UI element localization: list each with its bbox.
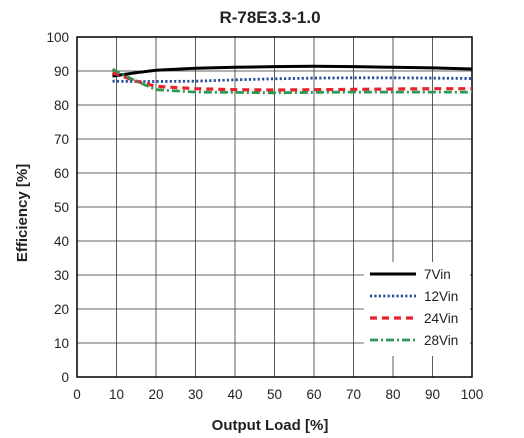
y-tick-label: 20 [54,302,69,317]
series-line-3 [111,71,472,92]
legend-label-1: 7Vin [424,267,451,282]
y-tick-label: 100 [46,30,69,45]
plot-frame [76,36,473,378]
legend-label-3: 24Vin [424,311,458,326]
x-tick-label: 40 [227,387,242,402]
x-axis-label: Output Load [%] [212,417,329,434]
x-tick-label: 70 [346,387,361,402]
legend: 7Vin 12Vin 24Vin 28Vin [364,262,470,356]
x-tick-label: 10 [109,387,124,402]
series-line-4 [111,68,472,95]
x-tick-label: 20 [148,387,163,402]
x-axis-ticks: 0 10 20 30 40 50 60 70 80 90 100 [73,387,483,402]
y-tick-label: 60 [54,166,69,181]
x-tick-label: 60 [306,387,321,402]
y-tick-label: 40 [54,234,69,249]
y-axis-ticks: 0 10 20 30 40 50 60 70 80 90 100 [46,30,69,385]
x-tick-label: 100 [461,387,484,402]
series-line-2 [112,76,473,83]
y-tick-label: 70 [54,132,69,147]
x-tick-label: 0 [73,387,81,402]
legend-label-2: 12Vin [424,289,458,304]
series-lines [111,64,473,95]
x-tick-label: 30 [188,387,203,402]
y-tick-label: 30 [54,268,69,283]
x-tick-label: 80 [385,387,400,402]
x-tick-label: 50 [267,387,282,402]
y-tick-label: 0 [61,370,69,385]
x-tick-label: 90 [425,387,440,402]
y-tick-label: 10 [54,336,69,351]
legend-label-4: 28Vin [424,333,458,348]
y-tick-label: 50 [54,200,69,215]
y-axis-label: Efficiency [%] [14,164,31,262]
y-tick-label: 90 [54,64,69,79]
y-tick-label: 80 [54,98,69,113]
series-line-1 [112,64,473,78]
chart-title: R-78E3.3-1.0 [219,8,320,27]
